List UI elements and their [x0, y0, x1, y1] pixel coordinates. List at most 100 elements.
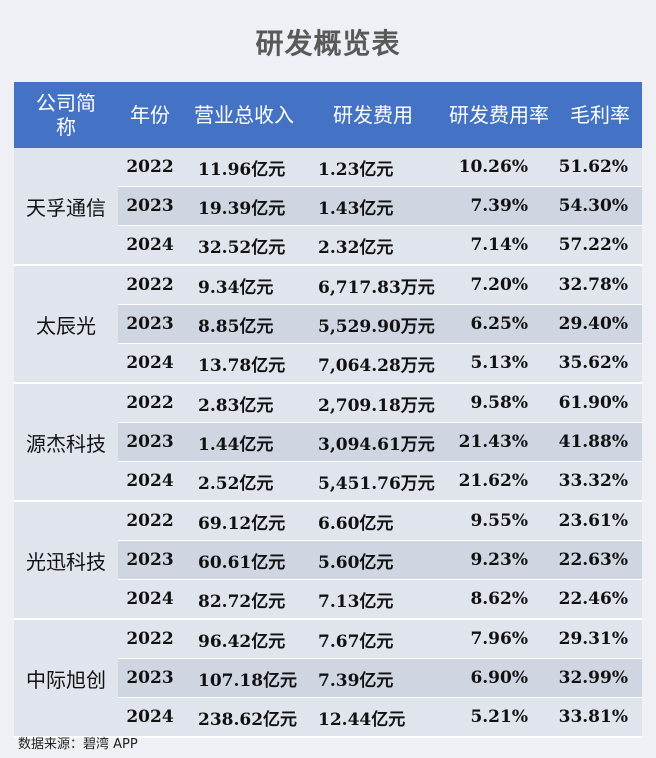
gross-margin-cell: 32.78% [558, 265, 642, 305]
year-cell: 2024 [118, 461, 182, 502]
table-row: 2023 1.44亿元 3,094.61万元 21.43% 41.88% [14, 422, 642, 462]
gross-margin-cell: 51.62% [558, 148, 642, 187]
company-name-cell: 中际旭创 [14, 619, 118, 738]
table-row: 2024 82.72亿元 7.13亿元 8.62% 22.46% [14, 579, 642, 620]
rd-expense-cell: 2,709.18万元 [306, 383, 440, 423]
header-rd-rate: 研发费用率 [440, 82, 558, 148]
year-cell: 2024 [118, 225, 182, 266]
gross-margin-cell: 54.30% [558, 186, 642, 226]
year-cell: 2022 [118, 265, 182, 305]
rd-overview-table-container: 公司简称 年份 营业总收入 研发费用 研发费用率 毛利率 天孚通信 2022 11.… [14, 82, 642, 738]
rd-rate-cell: 5.21% [440, 697, 558, 738]
rd-rate-cell: 7.96% [440, 619, 558, 659]
table-row: 2023 60.61亿元 5.60亿元 9.23% 22.63% [14, 540, 642, 580]
rd-rate-cell: 7.39% [440, 186, 558, 226]
rd-expense-cell: 12.44亿元 [306, 697, 440, 738]
year-cell: 2023 [118, 422, 182, 462]
gross-margin-cell: 35.62% [558, 343, 642, 384]
gross-margin-cell: 29.40% [558, 304, 642, 344]
table-body: 天孚通信 2022 11.96亿元 1.23亿元 10.26% 51.62% 2023 19.… [14, 148, 642, 738]
rd-rate-cell: 9.23% [440, 540, 558, 580]
company-name-cell: 源杰科技 [14, 383, 118, 502]
rd-expense-cell: 5,529.90万元 [306, 304, 440, 344]
year-cell: 2023 [118, 540, 182, 580]
rd-rate-cell: 9.55% [440, 501, 558, 541]
company-name-cell: 太辰光 [14, 265, 118, 384]
header-revenue: 营业总收入 [182, 82, 306, 148]
header-gross-margin: 毛利率 [558, 82, 642, 148]
rd-rate-cell: 7.20% [440, 265, 558, 305]
gross-margin-cell: 61.90% [558, 383, 642, 423]
header-rd-expense: 研发费用 [306, 82, 440, 148]
revenue-cell: 96.42亿元 [182, 619, 306, 659]
rd-rate-cell: 6.90% [440, 658, 558, 698]
rd-rate-cell: 9.58% [440, 383, 558, 423]
header-row: 公司简称 年份 营业总收入 研发费用 研发费用率 毛利率 [14, 82, 642, 148]
revenue-cell: 19.39亿元 [182, 186, 306, 226]
data-source-note: 数据来源：碧湾 APP [18, 737, 138, 752]
year-cell: 2022 [118, 501, 182, 541]
table-row: 2024 2.52亿元 5,451.76万元 21.62% 33.32% [14, 461, 642, 502]
year-cell: 2022 [118, 148, 182, 187]
rd-rate-cell: 7.14% [440, 225, 558, 266]
rd-overview-table: 公司简称 年份 营业总收入 研发费用 研发费用率 毛利率 天孚通信 2022 11.… [14, 82, 642, 738]
table-row: 天孚通信 2022 11.96亿元 1.23亿元 10.26% 51.62% [14, 148, 642, 266]
company-name-cell: 天孚通信 [14, 148, 118, 266]
rd-expense-cell: 7.67亿元 [306, 619, 440, 659]
gross-margin-cell: 33.32% [558, 461, 642, 502]
gross-margin-cell: 23.61% [558, 501, 642, 541]
revenue-cell: 2.52亿元 [182, 461, 306, 502]
table-row: 太辰光 2022 9.34亿元 6,717.83万元 7.20% 32.78% [14, 265, 642, 384]
rd-expense-cell: 6.60亿元 [306, 501, 440, 541]
rd-expense-cell: 5.60亿元 [306, 540, 440, 580]
rd-expense-cell: 6,717.83万元 [306, 265, 440, 305]
gross-margin-cell: 29.31% [558, 619, 642, 659]
rd-expense-cell: 1.23亿元 [306, 148, 440, 187]
rd-expense-cell: 2.32亿元 [306, 225, 440, 266]
revenue-cell: 82.72亿元 [182, 579, 306, 620]
rd-expense-cell: 7.13亿元 [306, 579, 440, 620]
header-year: 年份 [118, 82, 182, 148]
year-cell: 2023 [118, 186, 182, 226]
rd-expense-cell: 1.43亿元 [306, 186, 440, 226]
revenue-cell: 2.83亿元 [182, 383, 306, 423]
table-row: 光迅科技 2022 69.12亿元 6.60亿元 9.55% 23.61% [14, 501, 642, 620]
page-title: 研发概览表 [255, 27, 401, 60]
revenue-cell: 1.44亿元 [182, 422, 306, 462]
table-row: 中际旭创 2022 96.42亿元 7.67亿元 7.96% 29.31% [14, 619, 642, 738]
table-row: 源杰科技 2022 2.83亿元 2,709.18万元 9.58% 61.90% [14, 383, 642, 502]
revenue-cell: 11.96亿元 [182, 148, 306, 187]
revenue-cell: 60.61亿元 [182, 540, 306, 580]
revenue-cell: 107.18亿元 [182, 658, 306, 698]
table-row: 2024 13.78亿元 7,064.28万元 5.13% 35.62% [14, 343, 642, 384]
revenue-cell: 69.12亿元 [182, 501, 306, 541]
rd-expense-cell: 7,064.28万元 [306, 343, 440, 384]
revenue-cell: 32.52亿元 [182, 225, 306, 266]
table-row: 2024 238.62亿元 12.44亿元 5.21% 33.81% [14, 697, 642, 738]
revenue-cell: 13.78亿元 [182, 343, 306, 384]
revenue-cell: 9.34亿元 [182, 265, 306, 305]
header-company: 公司简称 [14, 82, 118, 148]
rd-expense-cell: 5,451.76万元 [306, 461, 440, 502]
rd-rate-cell: 21.62% [440, 461, 558, 502]
year-cell: 2023 [118, 304, 182, 344]
gross-margin-cell: 22.63% [558, 540, 642, 580]
year-cell: 2023 [118, 658, 182, 698]
rd-rate-cell: 5.13% [440, 343, 558, 384]
revenue-cell: 238.62亿元 [182, 697, 306, 738]
year-cell: 2022 [118, 619, 182, 659]
table-row: 2024 32.52亿元 2.32亿元 7.14% 57.22% [14, 225, 642, 266]
gross-margin-cell: 41.88% [558, 422, 642, 462]
table-row: 2023 19.39亿元 1.43亿元 7.39% 54.30% [14, 186, 642, 226]
rd-rate-cell: 6.25% [440, 304, 558, 344]
gross-margin-cell: 57.22% [558, 225, 642, 266]
year-cell: 2022 [118, 383, 182, 423]
year-cell: 2024 [118, 579, 182, 620]
rd-rate-cell: 8.62% [440, 579, 558, 620]
company-name-cell: 光迅科技 [14, 501, 118, 620]
table-row: 2023 107.18亿元 7.39亿元 6.90% 32.99% [14, 658, 642, 698]
revenue-cell: 8.85亿元 [182, 304, 306, 344]
gross-margin-cell: 33.81% [558, 697, 642, 738]
rd-expense-cell: 3,094.61万元 [306, 422, 440, 462]
year-cell: 2024 [118, 343, 182, 384]
